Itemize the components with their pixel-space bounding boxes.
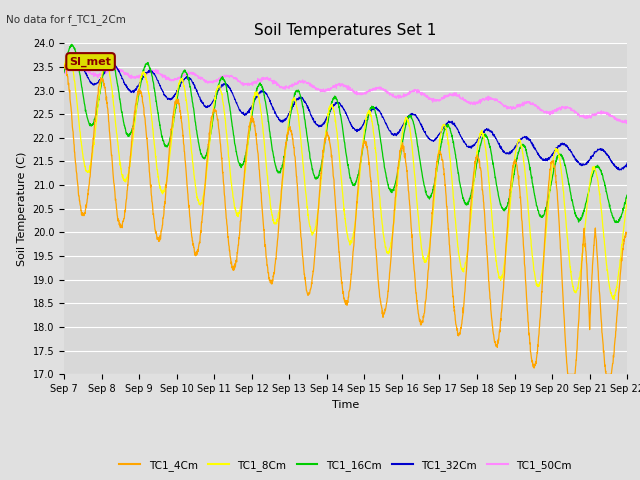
TC1_16Cm xyxy=(60,70,68,75)
Line: TC1_4Cm: TC1_4Cm xyxy=(64,65,627,374)
TC1_16Cm xyxy=(589,170,597,176)
TC1_16Cm xyxy=(68,41,76,47)
TC1_32Cm xyxy=(72,53,79,59)
TC1_32Cm xyxy=(218,84,225,89)
TC1_4Cm xyxy=(589,249,597,254)
TC1_8Cm xyxy=(60,66,68,72)
TC1_8Cm xyxy=(218,91,225,96)
Line: TC1_32Cm: TC1_32Cm xyxy=(64,56,627,170)
TC1_4Cm xyxy=(218,150,225,156)
TC1_16Cm xyxy=(374,122,382,128)
TC1_50Cm xyxy=(374,85,382,91)
TC1_8Cm xyxy=(362,116,370,122)
TC1_32Cm xyxy=(623,160,631,166)
TC1_4Cm xyxy=(61,62,69,68)
TC1_16Cm xyxy=(218,75,225,81)
TC1_4Cm xyxy=(574,328,582,334)
TC1_4Cm xyxy=(564,372,572,377)
TC1_50Cm xyxy=(623,118,631,123)
Text: SI_met: SI_met xyxy=(70,57,111,67)
TC1_50Cm xyxy=(574,112,582,118)
TC1_32Cm xyxy=(574,158,582,164)
TC1_16Cm xyxy=(362,124,370,130)
TC1_8Cm xyxy=(623,196,631,202)
TC1_50Cm xyxy=(509,106,517,111)
TC1_4Cm xyxy=(362,143,370,149)
TC1_50Cm xyxy=(589,111,597,117)
TC1_16Cm xyxy=(574,216,582,222)
Line: TC1_8Cm: TC1_8Cm xyxy=(64,54,627,300)
TC1_16Cm xyxy=(509,175,517,180)
TC1_50Cm xyxy=(74,62,82,68)
X-axis label: Time: Time xyxy=(332,400,359,409)
TC1_4Cm xyxy=(623,230,631,236)
Y-axis label: Soil Temperature (C): Soil Temperature (C) xyxy=(17,152,27,266)
TC1_8Cm xyxy=(374,178,382,184)
TC1_50Cm xyxy=(623,120,630,126)
TC1_32Cm xyxy=(362,118,370,123)
TC1_8Cm xyxy=(574,285,582,291)
TC1_50Cm xyxy=(60,69,68,74)
Legend: TC1_4Cm, TC1_8Cm, TC1_16Cm, TC1_32Cm, TC1_50Cm: TC1_4Cm, TC1_8Cm, TC1_16Cm, TC1_32Cm, TC… xyxy=(115,456,576,475)
TC1_32Cm xyxy=(509,147,517,153)
Line: TC1_16Cm: TC1_16Cm xyxy=(64,44,627,223)
TC1_16Cm xyxy=(623,192,631,198)
TC1_8Cm xyxy=(589,166,597,171)
TC1_16Cm xyxy=(612,220,620,226)
TC1_4Cm xyxy=(509,160,517,166)
TC1_50Cm xyxy=(362,91,370,96)
TC1_8Cm xyxy=(64,51,72,57)
TC1_8Cm xyxy=(611,297,618,302)
TC1_32Cm xyxy=(60,68,68,74)
TC1_4Cm xyxy=(60,64,68,70)
TC1_8Cm xyxy=(509,168,517,173)
Line: TC1_50Cm: TC1_50Cm xyxy=(64,65,627,123)
Text: No data for f_TC1_2Cm: No data for f_TC1_2Cm xyxy=(6,14,126,25)
TC1_32Cm xyxy=(374,107,382,112)
Title: Soil Temperatures Set 1: Soil Temperatures Set 1 xyxy=(255,23,436,38)
TC1_50Cm xyxy=(218,75,225,81)
TC1_32Cm xyxy=(615,167,623,173)
TC1_32Cm xyxy=(589,152,597,158)
TC1_4Cm xyxy=(374,279,382,285)
